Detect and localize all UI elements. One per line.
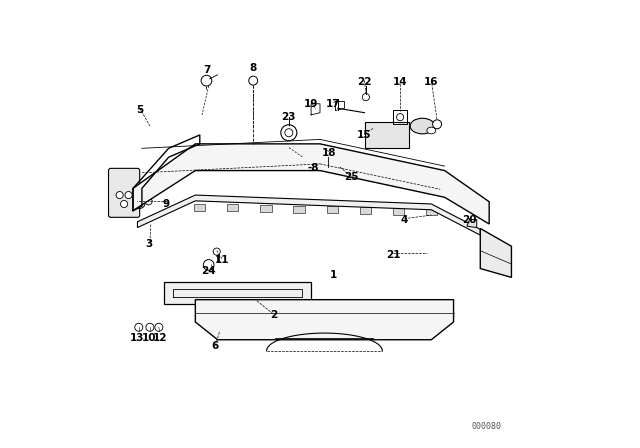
Text: 6: 6	[212, 341, 219, 351]
Circle shape	[204, 260, 214, 270]
Circle shape	[397, 114, 404, 121]
Circle shape	[116, 191, 124, 198]
Polygon shape	[365, 121, 409, 148]
Text: 19: 19	[304, 99, 318, 109]
Circle shape	[213, 248, 220, 255]
Circle shape	[433, 120, 442, 129]
Circle shape	[337, 164, 342, 170]
Polygon shape	[195, 300, 454, 340]
Text: 16: 16	[424, 77, 438, 86]
Text: 8: 8	[250, 63, 257, 73]
Circle shape	[362, 94, 369, 101]
Text: 25: 25	[344, 172, 358, 182]
Circle shape	[285, 129, 293, 137]
Text: 3: 3	[145, 239, 152, 249]
Circle shape	[146, 323, 154, 332]
Text: 21: 21	[386, 250, 401, 260]
Text: 2: 2	[269, 310, 277, 320]
Text: 20: 20	[462, 215, 476, 224]
Text: 1: 1	[330, 270, 337, 280]
Circle shape	[125, 191, 132, 198]
Text: 22: 22	[357, 77, 372, 86]
FancyBboxPatch shape	[227, 204, 239, 211]
Text: 12: 12	[152, 332, 167, 343]
FancyBboxPatch shape	[326, 206, 338, 213]
Polygon shape	[480, 228, 511, 277]
Text: 17: 17	[326, 99, 340, 109]
Text: 4: 4	[401, 215, 408, 224]
Polygon shape	[467, 220, 477, 228]
Polygon shape	[133, 144, 489, 224]
Polygon shape	[138, 195, 480, 235]
Ellipse shape	[427, 127, 436, 134]
Text: 18: 18	[322, 148, 336, 158]
Text: -8: -8	[308, 164, 319, 173]
Circle shape	[135, 323, 143, 332]
Circle shape	[201, 75, 212, 86]
FancyBboxPatch shape	[426, 208, 437, 215]
Text: 24: 24	[202, 266, 216, 276]
Text: 7: 7	[203, 65, 210, 75]
Text: 000080: 000080	[472, 422, 502, 431]
Text: 14: 14	[393, 77, 408, 86]
FancyBboxPatch shape	[393, 207, 404, 215]
Circle shape	[281, 125, 297, 141]
Circle shape	[155, 323, 163, 332]
FancyBboxPatch shape	[194, 203, 205, 211]
Text: 10: 10	[141, 332, 156, 343]
Text: 13: 13	[130, 332, 145, 343]
Text: 23: 23	[282, 112, 296, 122]
Text: 11: 11	[215, 254, 229, 265]
Polygon shape	[164, 282, 311, 304]
Text: 5: 5	[136, 105, 143, 116]
Text: 15: 15	[357, 130, 372, 140]
Circle shape	[145, 198, 152, 205]
FancyBboxPatch shape	[360, 207, 371, 214]
Ellipse shape	[410, 118, 435, 134]
Circle shape	[249, 76, 258, 85]
Circle shape	[120, 200, 127, 207]
FancyBboxPatch shape	[109, 168, 140, 217]
FancyBboxPatch shape	[260, 205, 271, 212]
Circle shape	[324, 150, 331, 157]
FancyBboxPatch shape	[294, 206, 305, 213]
Text: 9: 9	[163, 199, 170, 209]
Circle shape	[134, 198, 145, 208]
